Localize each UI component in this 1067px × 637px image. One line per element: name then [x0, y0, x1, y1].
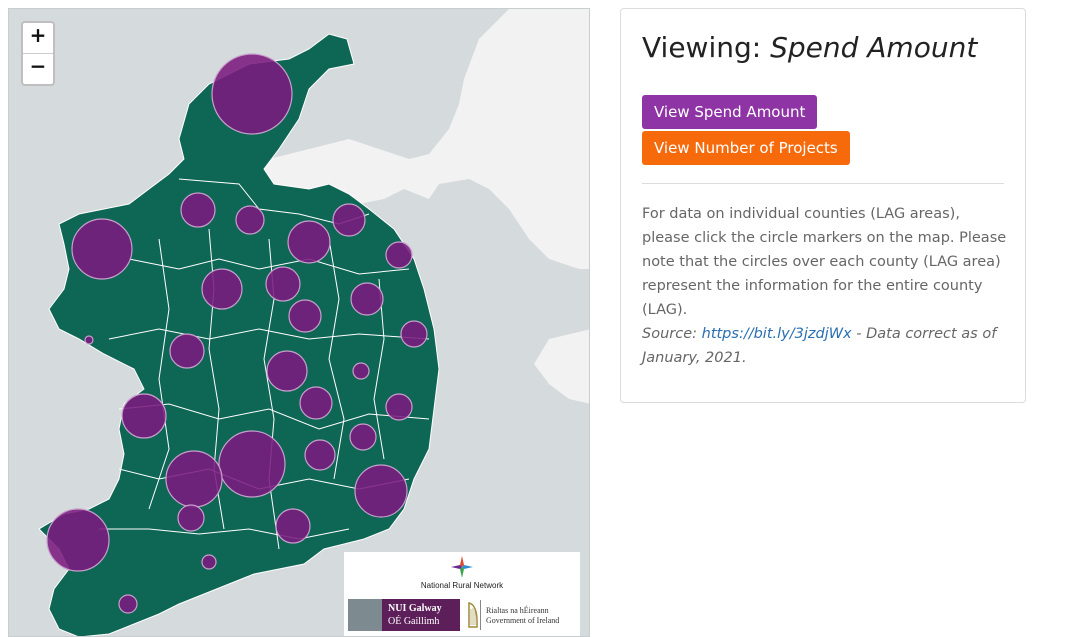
marker-galway[interactable] [169, 333, 205, 369]
zoom-in-button[interactable]: + [29, 23, 47, 47]
marker-clare[interactable] [121, 393, 167, 439]
marker-connemara[interactable] [84, 335, 94, 345]
info-panel: Viewing: Spend Amount View Spend Amount … [620, 8, 1026, 403]
university-name-irish: OÉ Gaillimh [388, 616, 440, 627]
marker-kildare[interactable] [352, 362, 370, 380]
marker-north-cork[interactable] [177, 504, 205, 532]
marker-wicklow[interactable] [385, 393, 413, 421]
description-text: For data on individual counties (LAG are… [642, 206, 1007, 318]
government-name: Government of Ireland [486, 616, 560, 625]
divider [642, 183, 1004, 184]
heading-prefix: Viewing: [642, 31, 771, 64]
university-building-icon [348, 599, 382, 631]
marker-wexford[interactable] [354, 464, 408, 518]
marker-mayo[interactable] [71, 218, 133, 280]
map-canvas[interactable] [9, 9, 590, 637]
isle-of-man-land [539, 194, 561, 221]
source-link[interactable]: https://bit.ly/3jzdjWx [701, 326, 852, 342]
logo-divider [480, 600, 481, 630]
national-rural-network-logo-icon [451, 556, 473, 578]
marker-donegal[interactable] [211, 53, 293, 135]
zoom-out-button[interactable]: − [23, 53, 53, 84]
marker-offaly[interactable] [266, 350, 308, 392]
marker-waterford[interactable] [275, 508, 311, 544]
source-line: Source: https://bit.ly/3jzdjWx - Data co… [642, 322, 1012, 370]
marker-monaghan[interactable] [332, 203, 366, 237]
description: For data on individual counties (LAG are… [642, 202, 1012, 370]
map-view[interactable]: + − National Rural Network NUI Galway OÉ… [8, 8, 590, 637]
partner-logos: National Rural Network NUI Galway OÉ Gai… [344, 552, 580, 636]
marker-roscommon[interactable] [201, 268, 243, 310]
zoom-control: + − [21, 21, 55, 86]
marker-kilkenny[interactable] [304, 439, 336, 471]
source-suffix: - Data correct as of January, 2021. [642, 326, 997, 366]
government-name-irish: Rialtas na hÉireann [486, 606, 549, 615]
marker-kerry[interactable] [46, 508, 110, 572]
marker-meath[interactable] [350, 282, 384, 316]
marker-sligo[interactable] [180, 192, 216, 228]
university-name: NUI Galway [388, 603, 442, 614]
marker-laois[interactable] [299, 386, 333, 420]
harp-icon [468, 602, 478, 628]
lag-markers[interactable] [46, 53, 428, 614]
marker-louth[interactable] [385, 241, 413, 269]
source-prefix: Source: [642, 326, 702, 342]
marker-fingal[interactable] [400, 320, 428, 348]
marker-westmeath[interactable] [288, 299, 322, 333]
marker-carlow[interactable] [349, 423, 377, 451]
marker-west-cork[interactable] [118, 594, 138, 614]
marker-longford[interactable] [265, 266, 301, 302]
viewing-heading: Viewing: Spend Amount [642, 31, 977, 64]
view-number-of-projects-button[interactable]: View Number of Projects [642, 131, 850, 165]
heading-mode: Spend Amount [770, 31, 978, 64]
network-name: National Rural Network [420, 581, 504, 590]
marker-limerick[interactable] [165, 450, 223, 508]
nui-galway-logo: NUI Galway OÉ Gaillimh [348, 599, 460, 631]
wales-land [534, 329, 589, 404]
marker-tipperary[interactable] [218, 430, 286, 498]
marker-cavan[interactable] [287, 220, 331, 264]
marker-south-cork[interactable] [201, 554, 217, 570]
view-spend-amount-button[interactable]: View Spend Amount [642, 95, 818, 129]
marker-leitrim[interactable] [235, 205, 265, 235]
